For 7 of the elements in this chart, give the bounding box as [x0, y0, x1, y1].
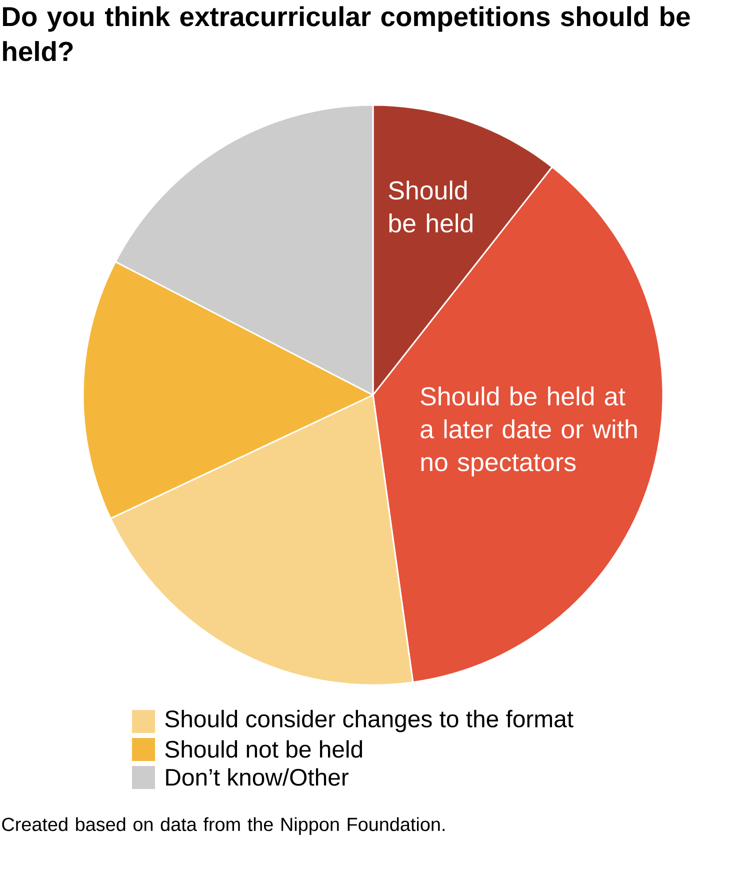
legend-label: Should not be held [165, 740, 362, 758]
legend-label: Don’t know/Other [166, 768, 348, 786]
legend-label: Should consider changes to the format [165, 710, 574, 732]
slice-label: Should be held [388, 180, 472, 232]
chart-title: Do you think extracurricular competitions should be held? [3, 6, 690, 62]
slice-label: Should be held at a later date or with no spectators [420, 386, 637, 476]
text: Created based on data from the Nippon Foundation. [2, 817, 445, 835]
